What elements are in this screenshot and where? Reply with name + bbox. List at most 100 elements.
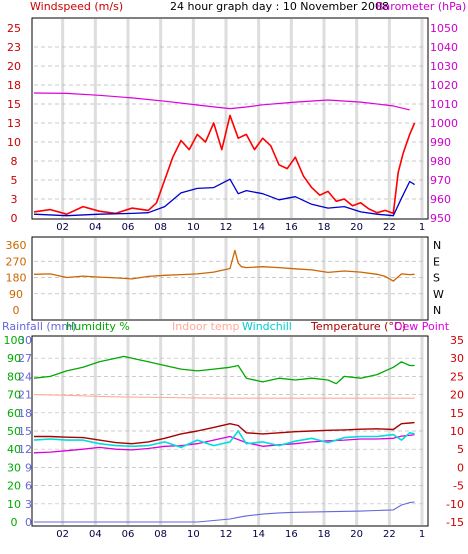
windspeed-tick-label: 18 — [7, 79, 21, 92]
humidity-tick-label: 40 — [7, 443, 21, 456]
humidity-tick-label: 20 — [7, 480, 21, 493]
time-tick-label: 06 — [122, 529, 135, 540]
time-tick-label: 04 — [89, 222, 102, 233]
chart-title: 24 hour graph day : 10 November 2008 — [170, 0, 389, 13]
temperature-tick-label: 25 — [450, 370, 464, 383]
wind-average-series — [33, 178, 415, 217]
temperature-tick-label: 35 — [450, 334, 464, 347]
time-tick-label: 12 — [220, 222, 233, 233]
legend-dewpoint: Dew Point — [394, 320, 450, 333]
compass-tick-label: N — [433, 239, 441, 252]
compass-tick-label: N — [433, 304, 441, 317]
time-tick-label: 04 — [89, 529, 102, 540]
windspeed-tick-label: 5 — [11, 174, 18, 187]
time-tick-label: 14 — [252, 529, 265, 540]
barometer-tick-label: 990 — [430, 136, 451, 149]
windspeed-tick-label: 3 — [11, 193, 18, 206]
time-tick-label: 08 — [154, 529, 167, 540]
time-tick-label: 20 — [350, 222, 363, 233]
rainfall-tick-label: 18 — [18, 407, 32, 420]
rainfall-series — [34, 501, 415, 523]
windspeed-tick-label: 8 — [11, 155, 18, 168]
time-tick-label: 1 — [419, 222, 425, 233]
legend-rainfall: Rainfall (mm) — [2, 320, 76, 333]
humidity-tick-label: 100 — [4, 334, 25, 347]
windchill-series — [33, 430, 415, 449]
temperature-tick-label: 20 — [450, 389, 464, 402]
direction-tick-label: 90 — [9, 288, 23, 301]
time-tick-label: 16 — [285, 529, 298, 540]
windspeed-tick-label: 23 — [7, 41, 21, 54]
compass-tick-label: S — [433, 272, 440, 285]
barometer-tick-label: 1040 — [430, 41, 458, 54]
legend-temperature: Temperature (°C) — [310, 320, 406, 333]
time-tick-label: 1 — [419, 529, 425, 540]
rainfall-tick-label: 24 — [18, 370, 32, 383]
windspeed-axis-title: Windspeed (m/s) — [30, 0, 123, 13]
temperature-tick-label: 15 — [450, 407, 464, 420]
time-tick-label: 18 — [318, 529, 331, 540]
time-tick-label: 12 — [220, 529, 233, 540]
windspeed-tick-label: 0 — [11, 212, 18, 225]
windspeed-tick-label: 25 — [7, 22, 21, 35]
rainfall-tick-label: 15 — [18, 425, 32, 438]
rainfall-tick-label: 12 — [18, 443, 32, 456]
direction-tick-label: 0 — [13, 304, 20, 317]
indoor-temp-series — [33, 394, 415, 399]
humidity-tick-label: 10 — [7, 498, 21, 511]
rainfall-tick-label: 0 — [25, 516, 32, 529]
compass-tick-label: W — [433, 288, 444, 301]
time-tick-label: 02 — [56, 529, 69, 540]
barometer-tick-label: 950 — [430, 212, 451, 225]
temperature-tick-label: 30 — [450, 352, 464, 365]
barometer-tick-label: 1010 — [430, 98, 458, 111]
barometer-tick-label: 980 — [430, 155, 451, 168]
dewpoint-series — [33, 433, 415, 454]
temperature-series — [34, 421, 415, 445]
time-tick-label: 16 — [285, 222, 298, 233]
barometer-tick-label: 1030 — [430, 60, 458, 73]
legend-indoor: Indoor temp — [172, 320, 239, 333]
humidity-tick-label: 80 — [7, 370, 21, 383]
barometer-tick-label: 1050 — [430, 22, 458, 35]
temperature-tick-label: 5 — [457, 443, 464, 456]
time-tick-label: 08 — [154, 222, 167, 233]
barometer-series — [33, 92, 410, 111]
direction-tick-label: 360 — [6, 239, 27, 252]
time-tick-label: 10 — [187, 222, 200, 233]
time-tick-label: 06 — [122, 222, 135, 233]
wind-direction-series — [33, 249, 415, 282]
time-tick-label: 10 — [187, 529, 200, 540]
time-tick-label: 22 — [383, 222, 396, 233]
humidity-tick-label: 0 — [11, 516, 18, 529]
windspeed-tick-label: 10 — [7, 136, 21, 149]
direction-panel-frame — [31, 236, 429, 321]
time-tick-label: 22 — [383, 529, 396, 540]
time-tick-label: 18 — [318, 222, 331, 233]
humidity-tick-label: 70 — [7, 389, 21, 402]
wind-gust-series — [33, 114, 416, 215]
time-tick-label: 20 — [350, 529, 363, 540]
barometer-tick-label: 1000 — [430, 117, 458, 130]
windspeed-tick-label: 15 — [7, 98, 21, 111]
windspeed-tick-label: 13 — [7, 117, 21, 130]
windspeed-tick-label: 20 — [7, 60, 21, 73]
time-tick-label: 02 — [56, 222, 69, 233]
time-tick-label: 14 — [252, 222, 265, 233]
humidity-tick-label: 30 — [7, 461, 21, 474]
legend-windchill: Windchill — [242, 320, 292, 333]
rainfall-tick-label: 30 — [18, 334, 32, 347]
rainfall-tick-label: 6 — [25, 480, 32, 493]
barometer-tick-label: 1020 — [430, 79, 458, 92]
temperature-tick-label: 10 — [450, 425, 464, 438]
rainfall-tick-label: 21 — [18, 389, 32, 402]
direction-tick-label: 180 — [6, 272, 27, 285]
humidity-series — [33, 355, 415, 385]
barometer-axis-title: Barometer (hPa) — [376, 0, 466, 13]
temperature-tick-label: -15 — [446, 516, 464, 529]
temperature-tick-label: -10 — [446, 498, 464, 511]
rainfall-tick-label: 9 — [25, 461, 32, 474]
barometer-tick-label: 960 — [430, 193, 451, 206]
humidity-tick-label: 60 — [7, 407, 21, 420]
